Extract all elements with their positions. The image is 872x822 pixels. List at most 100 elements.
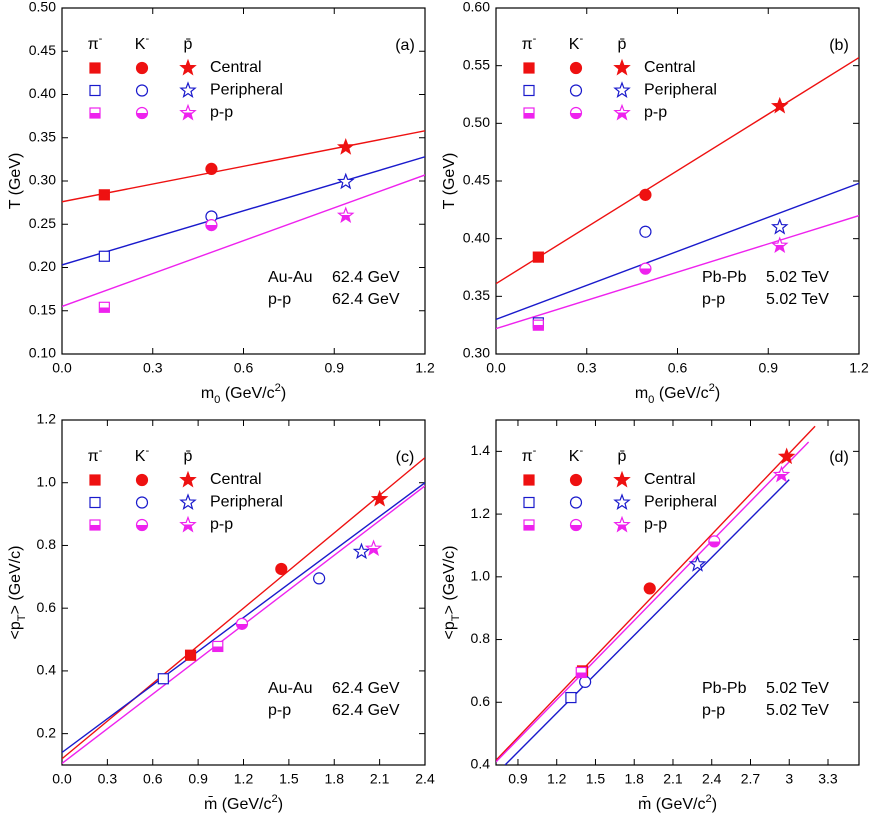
x-tick-label: 1.2 bbox=[415, 360, 435, 376]
data-point bbox=[205, 162, 218, 175]
fit-line bbox=[62, 174, 425, 308]
annotation: 5.02 TeV bbox=[766, 702, 829, 719]
x-tick-label: 2.4 bbox=[415, 771, 435, 787]
data-point bbox=[212, 640, 224, 653]
panel: 0.0 0.3 0.6 0.9 1.2 0.30 0.35 0.40 0.45 0.50 0.55 0… bbox=[441, 0, 869, 406]
x-tick-label: 1.2 bbox=[234, 771, 254, 787]
legend-particle: p̄ bbox=[618, 36, 627, 53]
legend-swatch bbox=[89, 62, 101, 74]
legend-swatch bbox=[135, 496, 149, 509]
legend-label: p-p bbox=[644, 104, 667, 121]
x-axis-title-part: ) bbox=[712, 796, 717, 813]
fit-lines bbox=[496, 425, 816, 765]
data-point bbox=[336, 206, 355, 224]
fit-line bbox=[504, 479, 790, 765]
x-tick-label: 1.5 bbox=[279, 771, 299, 787]
legend-swatch bbox=[89, 519, 101, 531]
data-point bbox=[777, 447, 796, 465]
legend-swatch bbox=[89, 474, 101, 486]
legend-particle-part: K bbox=[135, 448, 146, 465]
legend-particle-part: - bbox=[145, 33, 149, 45]
annotation: Pb-Pb bbox=[702, 269, 747, 286]
x-axis-title-part: ) bbox=[281, 385, 286, 402]
x-axis-title-part: m̄ (GeV/c bbox=[204, 796, 272, 813]
y-tick-label: 0.20 bbox=[29, 258, 56, 274]
x-tick-label: 1.8 bbox=[624, 771, 644, 787]
data-point bbox=[370, 489, 389, 507]
y-tick-label: 0.10 bbox=[29, 345, 56, 361]
x-tick-label: 0.9 bbox=[759, 360, 779, 376]
y-tick-label: 0.6 bbox=[37, 599, 57, 615]
annotation: 62.4 GeV bbox=[332, 269, 400, 286]
legend-swatch bbox=[613, 58, 631, 76]
fit-line bbox=[496, 56, 859, 285]
legend-swatch bbox=[613, 493, 631, 510]
legend-label: p-p bbox=[644, 516, 667, 533]
legend-particle-part: p̄ bbox=[184, 448, 193, 465]
y-tick-label: 1.0 bbox=[471, 568, 491, 584]
y-tick-label: 1.4 bbox=[471, 442, 491, 458]
annotation: 62.4 GeV bbox=[332, 291, 400, 308]
legend-particle: π- bbox=[522, 33, 537, 53]
y-tick-label: 0.55 bbox=[463, 56, 490, 72]
y-tick-label: 0.45 bbox=[29, 42, 56, 58]
legend-label: Peripheral bbox=[644, 82, 717, 99]
y-tick-label: 0.30 bbox=[463, 345, 490, 361]
y-tick-label: 0.6 bbox=[471, 693, 491, 709]
legend-particle-part: π bbox=[522, 448, 533, 465]
legend-swatch bbox=[179, 81, 197, 98]
legend-particle-part: π bbox=[88, 448, 99, 465]
y-axis-title-part: > (GeV/c) bbox=[441, 546, 458, 615]
data-point bbox=[639, 225, 652, 238]
legend-particle: K- bbox=[135, 33, 150, 53]
legend-particle: p̄ bbox=[618, 448, 627, 465]
x-tick-label: 0.3 bbox=[98, 771, 118, 787]
y-axis-title: <pT> (GeV/c) bbox=[7, 546, 28, 640]
data-point bbox=[532, 319, 544, 331]
x-tick-label: 0.6 bbox=[143, 771, 163, 787]
legend-label: p-p bbox=[210, 104, 233, 121]
y-tick-label: 0.4 bbox=[471, 756, 491, 772]
x-axis-title: m0 (GeV/c2) bbox=[635, 382, 720, 406]
legend-particle: π- bbox=[522, 445, 537, 465]
x-tick-label: 0.0 bbox=[52, 360, 72, 376]
legend-swatch bbox=[179, 58, 197, 76]
legend-swatch bbox=[179, 515, 197, 533]
data-point bbox=[275, 562, 288, 576]
x-tick-label: 3 bbox=[785, 771, 793, 787]
y-axis-title-part: T bbox=[450, 614, 462, 621]
fit-line bbox=[62, 457, 425, 760]
x-tick-label: 0.9 bbox=[325, 360, 345, 376]
legend-particle: p̄ bbox=[184, 448, 193, 465]
legend-particle-part: - bbox=[99, 445, 103, 457]
legend-swatch bbox=[135, 473, 149, 487]
legend-particle-part: - bbox=[533, 445, 537, 457]
legend-swatch bbox=[179, 470, 197, 488]
x-tick-label: 1.2 bbox=[547, 771, 567, 787]
x-axis-title-part: ) bbox=[278, 796, 283, 813]
fit-line bbox=[496, 441, 810, 763]
x-axis-title-part: m̄ (GeV/c bbox=[638, 796, 706, 813]
data-point bbox=[336, 138, 355, 155]
data-point bbox=[98, 301, 110, 313]
legend-swatch bbox=[135, 61, 149, 75]
x-tick-label: 0.3 bbox=[577, 360, 597, 376]
legend-swatch bbox=[523, 84, 535, 97]
x-axis-title: m0 (GeV/c2) bbox=[201, 382, 286, 406]
legend-label: Peripheral bbox=[644, 494, 717, 511]
data-point bbox=[575, 666, 587, 679]
legend-particle-part: K bbox=[569, 36, 580, 53]
x-axis-title-part: 2 bbox=[275, 382, 281, 394]
y-axis-title-part: <p bbox=[441, 621, 458, 639]
x-tick-label: 0.6 bbox=[234, 360, 254, 376]
x-axis-title-part: m bbox=[201, 385, 214, 402]
legend-label: Central bbox=[210, 471, 262, 488]
y-tick-label: 0.8 bbox=[471, 630, 491, 646]
data-point bbox=[364, 539, 383, 557]
legend-swatch bbox=[135, 106, 149, 120]
legend-particle-part: K bbox=[569, 448, 580, 465]
panel-label: (d) bbox=[829, 449, 849, 466]
x-tick-label: 2.1 bbox=[663, 771, 683, 787]
annotation: Au-Au bbox=[268, 269, 312, 286]
legend-swatch bbox=[569, 496, 583, 509]
